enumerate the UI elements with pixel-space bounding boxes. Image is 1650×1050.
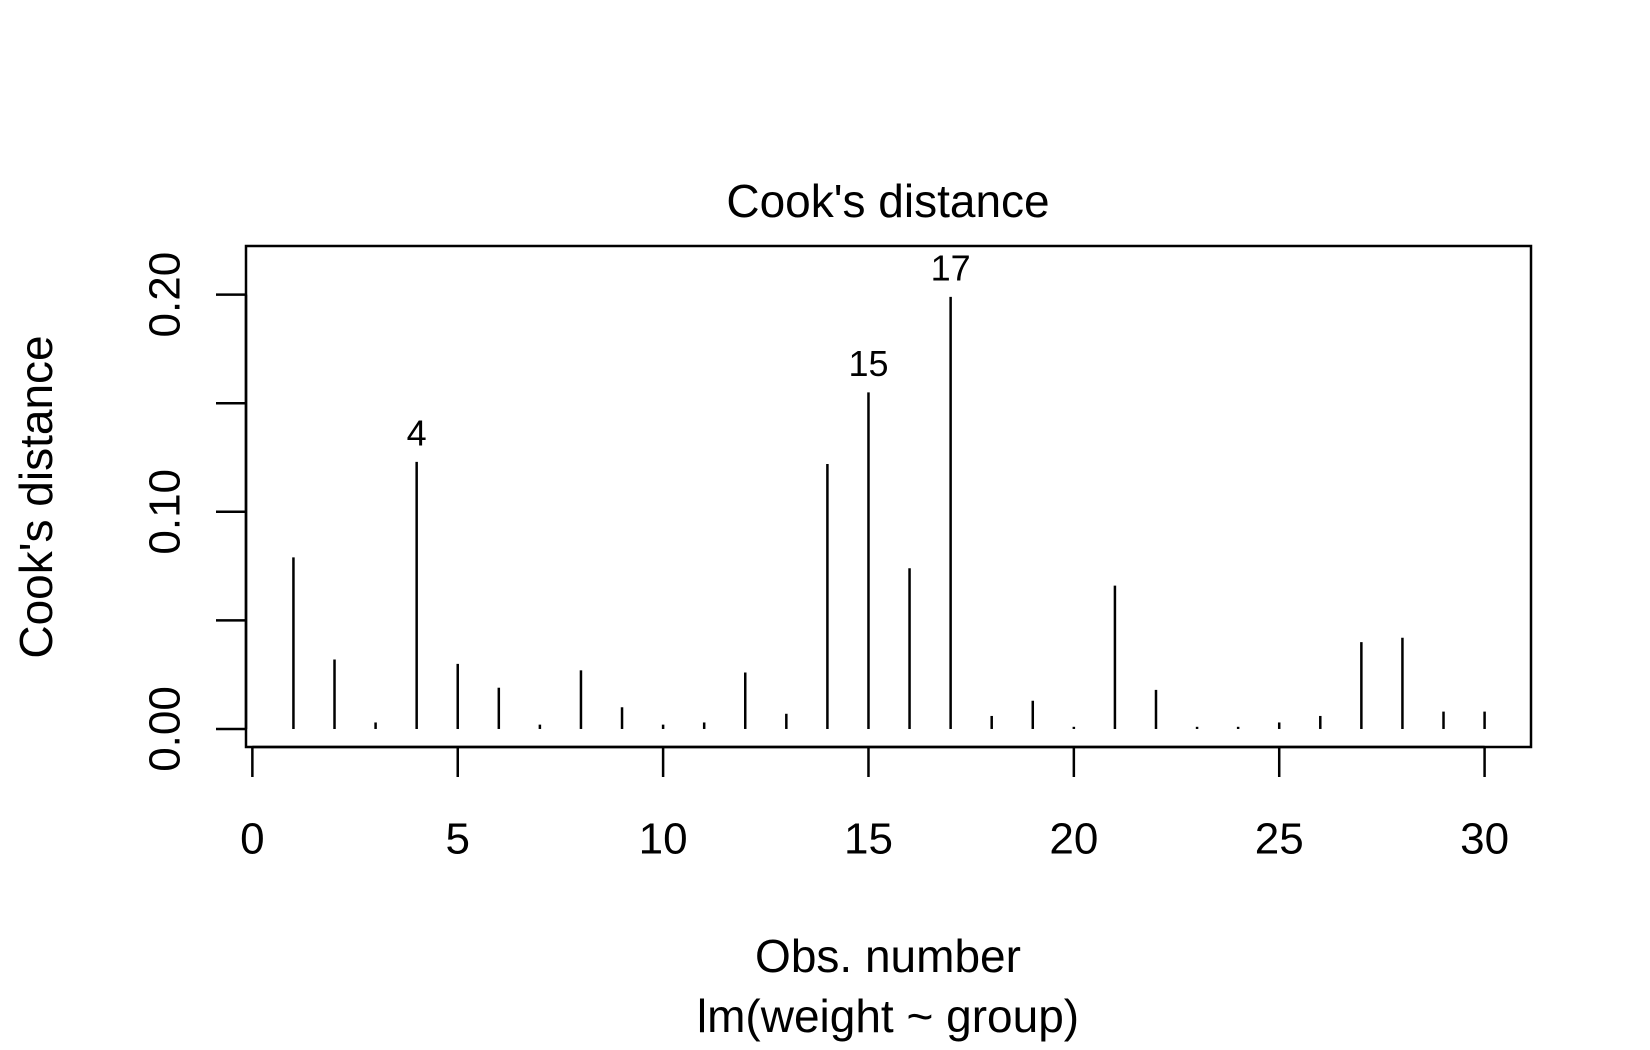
x-tick-label: 25 bbox=[1255, 815, 1304, 864]
y-axis-label: Cook's distance bbox=[10, 335, 62, 658]
y-tick-label: 0.10 bbox=[141, 469, 190, 555]
point-label: 4 bbox=[407, 412, 427, 453]
point-label: 15 bbox=[848, 343, 888, 384]
x-tick-label: 5 bbox=[445, 815, 469, 864]
subtitle: lm(weight ~ group) bbox=[697, 990, 1079, 1042]
y-tick-label: 0.20 bbox=[141, 252, 190, 338]
y-tick-label: 0.00 bbox=[141, 686, 190, 772]
point-label: 17 bbox=[931, 247, 971, 288]
x-tick-label: 30 bbox=[1460, 815, 1509, 864]
x-tick-label: 10 bbox=[639, 815, 688, 864]
x-tick-label: 15 bbox=[844, 815, 893, 864]
x-tick-label: 20 bbox=[1049, 815, 1098, 864]
plot-frame bbox=[244, 244, 1533, 749]
chart-title: Cook's distance bbox=[726, 175, 1049, 227]
x-tick-label: 0 bbox=[240, 815, 264, 864]
x-axis-label: Obs. number bbox=[755, 930, 1021, 982]
